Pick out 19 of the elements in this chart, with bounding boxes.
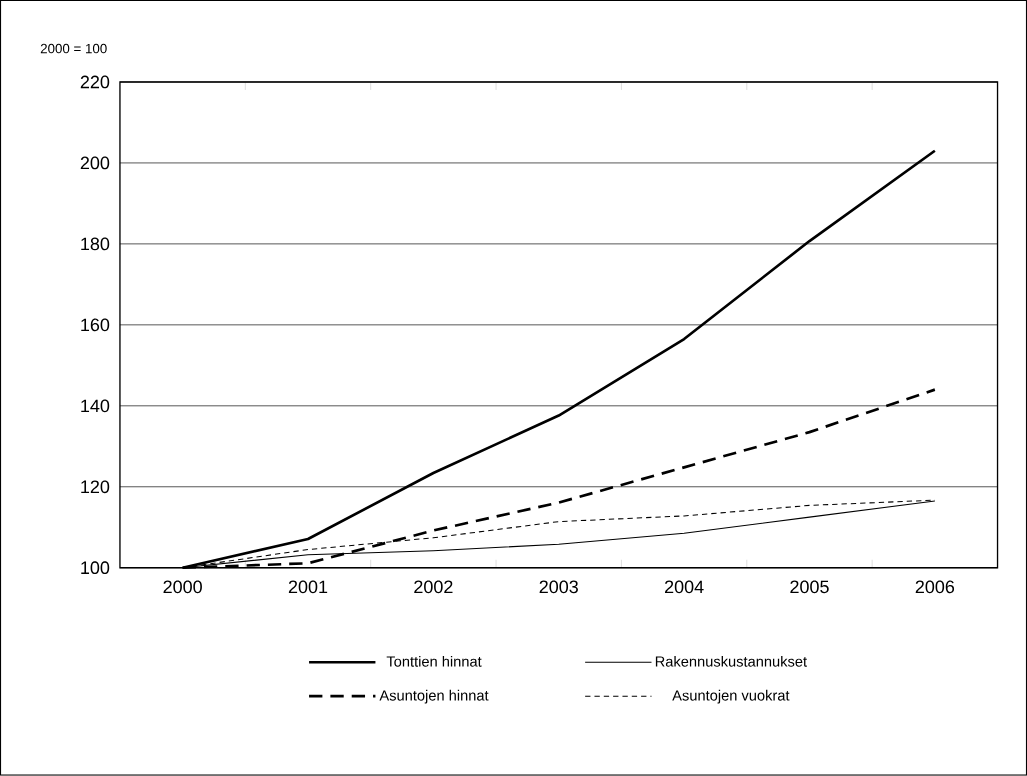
y-tick-label: 140 [81,399,110,413]
y-tick-label: 120 [81,480,110,494]
x-tick-label: 2003 [539,580,578,594]
x-tick-label: 2002 [414,580,453,594]
y-tick-label: 100 [81,561,110,575]
legend-label: Rakennuskustannukset [655,656,807,667]
y-tick-label: 180 [81,237,110,251]
legend-label: Asuntojen vuokrat [672,690,790,704]
y-tick-label: 220 [80,75,110,89]
x-tick-label: 2000 [163,580,202,594]
legend-label: Asuntojen hinnat [379,690,489,704]
x-tick-label: 2001 [288,580,328,594]
x-tick-label: 2005 [790,580,829,594]
x-tick-label: 2006 [915,580,955,594]
legend-label: Tonttien hinnat [386,656,482,667]
x-tick-label: 2004 [665,580,704,594]
y-axis-title: 2000 = 100 [40,44,107,54]
y-tick-label: 160 [81,318,110,332]
y-tick-label: 200 [80,156,110,170]
